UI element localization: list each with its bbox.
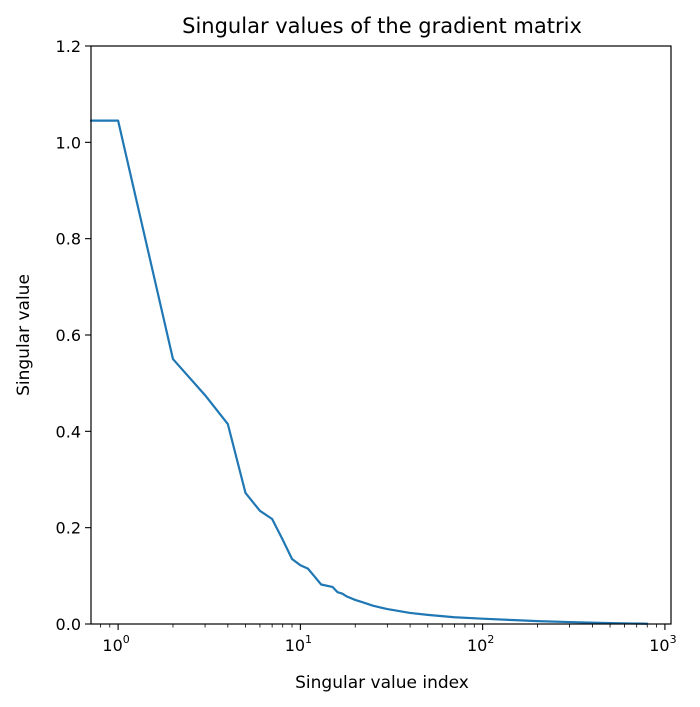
axis-ticks: 0.0 0.2 0.4 0.6 0.8 1.0 1.2 100 101 102 103 [56, 37, 677, 655]
x-tick-label: 102 [467, 633, 494, 655]
y-tick-label: 1.0 [56, 133, 81, 152]
y-tick-label: 0.6 [56, 326, 81, 345]
x-tick-label: 100 [102, 633, 129, 655]
plot-frame [90, 45, 672, 625]
chart-title: Singular values of the gradient matrix [182, 14, 582, 38]
y-axis-label: Singular value [14, 274, 34, 396]
y-tick-label: 0.2 [56, 519, 81, 538]
series-line [89, 119, 649, 625]
x-tick-label: 101 [285, 633, 312, 655]
y-tick-label: 1.2 [56, 37, 81, 56]
y-tick-label: 0.4 [56, 422, 81, 441]
plot-area [91, 46, 671, 624]
x-axis-label: Singular value index [295, 673, 469, 693]
y-tick-label: 0.0 [56, 615, 81, 634]
x-tick-label: 103 [649, 633, 676, 655]
y-tick-label: 0.8 [56, 230, 81, 249]
